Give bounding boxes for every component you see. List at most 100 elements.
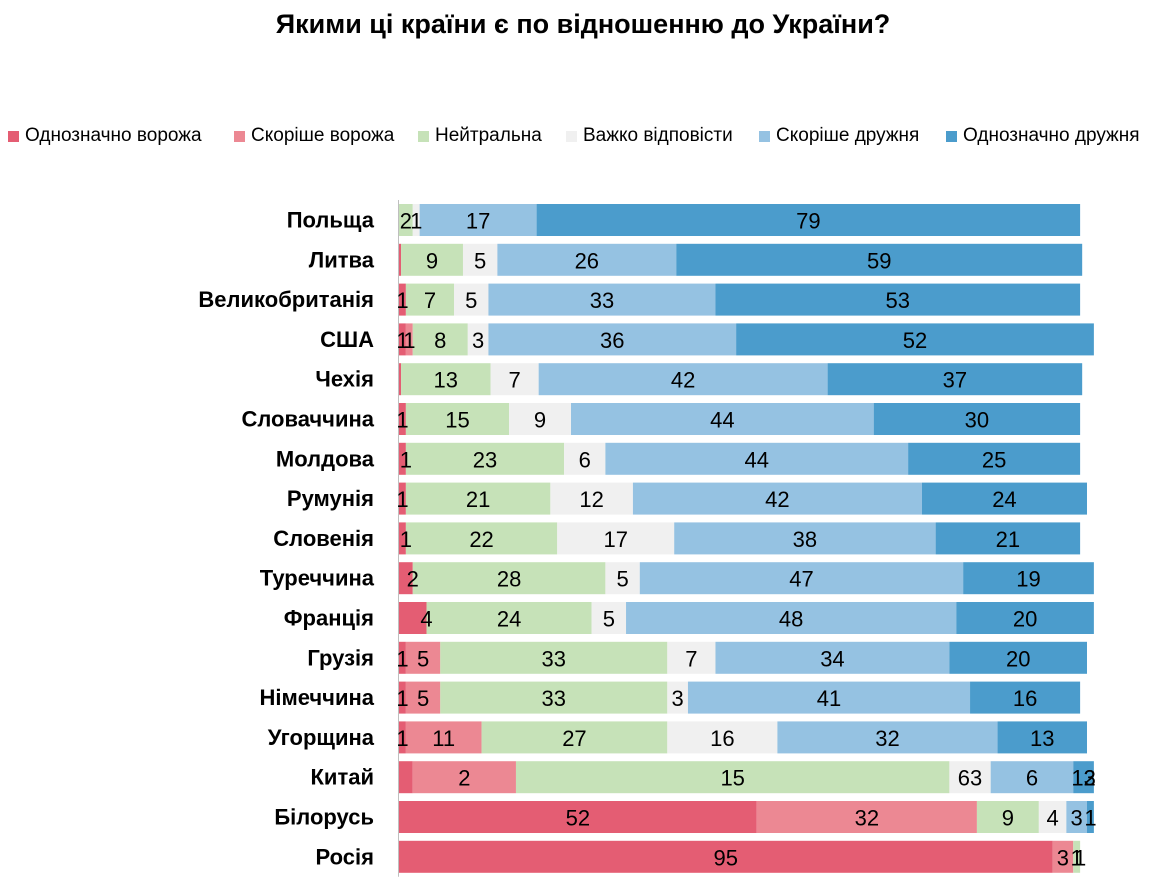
bar-segment (399, 641, 406, 674)
data-label: 5 (417, 646, 429, 671)
bar-segment (462, 243, 498, 276)
bar-segment (405, 641, 441, 674)
legend-label: Скоріше ворожа (251, 125, 395, 146)
category-label: Польща (287, 208, 375, 233)
data-label: 1 (400, 447, 412, 472)
legend-item: Однозначно ворожа (8, 124, 202, 148)
bar-segment (412, 562, 606, 595)
bar-segment (557, 522, 675, 555)
category-label: Німеччина (259, 685, 374, 710)
data-label: 24 (992, 487, 1016, 512)
data-label: 3 (672, 686, 684, 711)
legend-swatch (234, 130, 245, 142)
data-label: 1 (396, 487, 408, 512)
data-label: 32 (855, 806, 879, 831)
data-label: 42 (765, 487, 789, 512)
data-label: 63 (958, 766, 982, 791)
data-label: 33 (590, 288, 614, 313)
data-label: 11 (432, 726, 455, 751)
bar-segment (399, 243, 402, 276)
bar-segment (976, 801, 1039, 833)
data-label: 1 (396, 686, 408, 711)
legend-label: Однозначно ворожа (25, 125, 202, 146)
bar-segment (963, 562, 1094, 595)
bar-segment (1066, 801, 1087, 833)
data-label: 1 (396, 328, 408, 353)
bar-segment (687, 681, 971, 714)
bar-segment (399, 403, 406, 435)
bar-segment (605, 562, 640, 595)
category-label: Словенія (273, 526, 374, 551)
bar-segment (921, 482, 1087, 515)
data-label: 2 (458, 766, 470, 791)
bar-segment (405, 522, 558, 555)
data-label: 3 (1071, 806, 1083, 831)
data-label: 1 (403, 328, 415, 353)
bar-segment (412, 323, 468, 356)
legend-swatch (759, 130, 770, 142)
bar-segment (399, 204, 413, 236)
bar-segment (571, 403, 874, 435)
bar-segment (935, 522, 1081, 555)
bar-segment (990, 761, 1074, 794)
bar-segment (756, 801, 977, 833)
bar-segment (405, 482, 551, 515)
data-label: 5 (616, 567, 628, 592)
bar-segment (715, 641, 950, 674)
data-label: 19 (1016, 567, 1040, 592)
bar-segment (667, 681, 688, 714)
bar-segment (777, 721, 998, 754)
data-label: 41 (817, 686, 841, 711)
category-label: Грузія (307, 645, 374, 670)
category-label: Росія (316, 844, 374, 869)
data-label: 15 (445, 408, 469, 433)
data-label: 9 (426, 248, 438, 273)
data-label: 33 (542, 646, 566, 671)
data-label: 30 (965, 408, 989, 433)
data-label: 34 (820, 646, 844, 671)
data-label: 3 (1057, 845, 1069, 870)
data-label: 20 (1006, 646, 1030, 671)
data-label: 5 (474, 248, 486, 273)
data-label: 42 (671, 368, 695, 393)
data-label: 25 (982, 447, 1006, 472)
data-label: 44 (710, 408, 734, 433)
bar-segment (399, 801, 757, 833)
bar-segment (949, 761, 991, 794)
data-label: 6 (579, 447, 591, 472)
bar-segment (401, 363, 491, 396)
data-label: 23 (473, 447, 497, 472)
data-label: 1 (1074, 845, 1086, 870)
bar-segment (399, 482, 406, 515)
data-label: 5 (465, 288, 477, 313)
bar-segment (949, 641, 1087, 674)
data-label: 44 (745, 447, 769, 472)
data-label: 21 (996, 527, 1020, 552)
bar-segment (1038, 801, 1067, 833)
bar-segment (490, 363, 539, 396)
data-label: 22 (469, 527, 493, 552)
bar-segment (591, 602, 627, 634)
data-label: 7 (424, 288, 436, 313)
category-label: Молдова (276, 446, 375, 471)
bar-segment (405, 283, 455, 316)
category-label: Угорщина (268, 725, 375, 750)
data-label: 4 (420, 607, 432, 632)
legend-label: Однозначно дружня (963, 125, 1140, 146)
bar-segment (412, 204, 420, 236)
legend-swatch (418, 130, 429, 142)
data-label: 17 (603, 527, 627, 552)
bar-segment (488, 283, 716, 316)
category-label: США (320, 327, 374, 352)
bar-segment (639, 562, 964, 595)
data-label: 33 (542, 686, 566, 711)
bar-segment (399, 761, 413, 794)
data-label: 53 (886, 288, 910, 313)
data-label: 12 (1071, 766, 1095, 791)
category-label: Туреччина (260, 566, 375, 591)
data-label: 1 (396, 646, 408, 671)
bar-segment (1073, 761, 1094, 794)
data-label: 13 (1030, 726, 1054, 751)
legend-item: Скоріше ворожа (234, 124, 394, 148)
